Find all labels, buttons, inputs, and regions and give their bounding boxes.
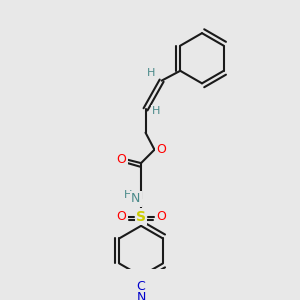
Text: O: O xyxy=(156,210,166,224)
Text: N: N xyxy=(131,193,140,206)
Text: N: N xyxy=(136,291,146,300)
Text: O: O xyxy=(116,153,126,166)
Text: S: S xyxy=(136,210,146,224)
Text: C: C xyxy=(137,280,146,293)
Text: H: H xyxy=(152,106,160,116)
Text: O: O xyxy=(157,143,166,156)
Text: H: H xyxy=(147,68,155,79)
Text: H: H xyxy=(124,190,133,200)
Text: O: O xyxy=(116,210,126,224)
